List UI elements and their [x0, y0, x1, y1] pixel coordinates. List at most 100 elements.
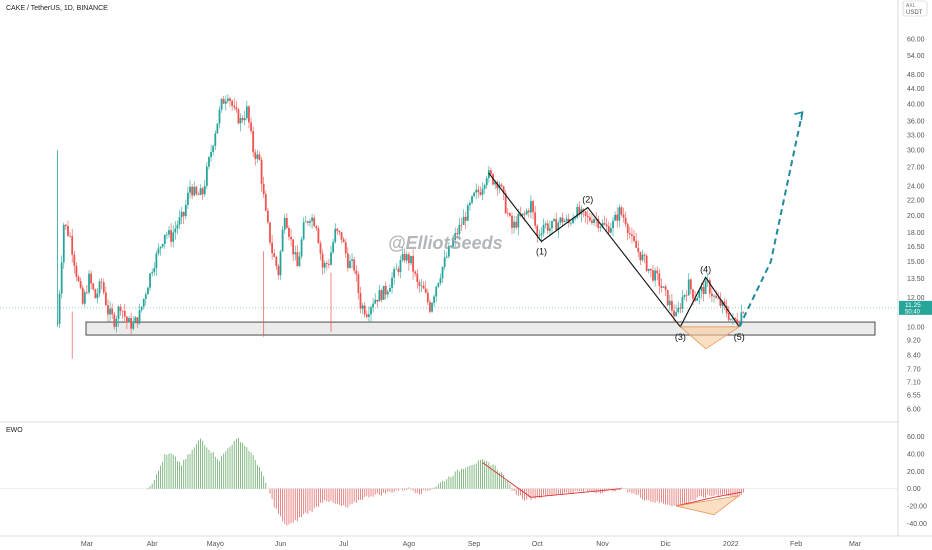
candle-body: [376, 299, 379, 302]
time-axis[interactable]: Mar Abr Mayo Jun Jul Ago Sep Oct Nov Dic 2022 Feb Ma…: [81, 541, 862, 548]
candle-body: [633, 236, 635, 241]
candle-body: [645, 255, 648, 271]
candle-body: [96, 293, 99, 299]
candle-body: [165, 234, 168, 236]
candle-body: [60, 262, 63, 294]
candle-body: [586, 215, 589, 218]
candle-body: [548, 228, 551, 231]
candle-body: [729, 318, 732, 320]
candle-body: [283, 217, 286, 230]
candle-body: [450, 246, 452, 247]
candle-body: [313, 217, 316, 227]
candle-body: [692, 289, 694, 299]
candle-body: [161, 244, 164, 247]
candle-body: [588, 217, 591, 221]
candle-body: [668, 300, 671, 306]
candle-body: [736, 319, 739, 324]
price-tick-label: 24.00: [907, 184, 925, 191]
candle-body: [601, 223, 604, 227]
candle-body: [147, 287, 149, 295]
candle-body: [117, 306, 120, 319]
candle-body: [475, 189, 478, 193]
candle-body: [702, 286, 705, 294]
candle-body: [435, 286, 438, 297]
candle-body: [649, 268, 652, 271]
axis-unit-badge[interactable]: AXL USDT: [902, 0, 928, 17]
elliott-wave-count[interactable]: (1) (2) (3) (4) (5): [488, 111, 804, 350]
candle-body: [662, 286, 665, 288]
candle-body: [157, 248, 160, 254]
candle-body: [254, 152, 257, 159]
ewo-tick-label: 0.00: [907, 486, 921, 493]
candle-body: [652, 270, 654, 281]
candle-body: [481, 188, 484, 195]
candle-body: [218, 109, 221, 124]
candle-body: [144, 294, 147, 299]
candle-body: [727, 313, 730, 320]
candle-body: [698, 290, 701, 298]
candle-body: [210, 151, 212, 158]
candle-body: [363, 305, 366, 315]
time-tick-label: Jun: [275, 541, 286, 548]
candle-body: [437, 282, 440, 287]
ewo-indicator-label[interactable]: EWO: [6, 427, 23, 434]
candle-body: [405, 254, 408, 261]
candle-body: [81, 287, 84, 304]
candle-body: [504, 193, 507, 214]
candle-body: [359, 293, 362, 309]
candle-body: [290, 236, 292, 240]
ewo-tick-label: 60.00: [907, 434, 925, 441]
candle-body: [576, 206, 579, 218]
time-tick-label: Mar: [81, 541, 94, 548]
candle-body: [420, 285, 423, 287]
ewo-tick-label: -40.00: [907, 521, 927, 528]
last-price-value: 11.25: [905, 302, 921, 309]
ewo-axis[interactable]: 60.00 40.00 20.00 0.00 -20.00 -40.00: [907, 434, 927, 528]
candle-body: [90, 273, 93, 284]
candle-body: [229, 98, 231, 101]
candle-body: [332, 242, 335, 253]
candle-body: [346, 253, 349, 268]
candle-body: [458, 224, 461, 235]
candle-body: [584, 211, 587, 216]
candle-body: [138, 310, 141, 324]
candle-body: [570, 222, 572, 224]
candle-body: [67, 226, 69, 236]
support-zone[interactable]: [85, 321, 876, 336]
price-tick-label: 13.50: [907, 276, 925, 283]
candle-body: [357, 274, 360, 294]
candle-body: [614, 214, 617, 221]
candle-body: [689, 279, 692, 290]
candle-body: [195, 186, 198, 195]
candle-body: [622, 214, 625, 218]
candle-body: [134, 317, 137, 324]
candle-body: [279, 251, 282, 276]
candle-body: [694, 298, 696, 301]
price-axis[interactable]: 60.00 54.00 48.00 44.00 40.00 36.00 33.00 30.00…: [907, 36, 925, 413]
candle-body: [334, 228, 337, 243]
candle-body: [260, 159, 263, 184]
candle-body: [180, 211, 183, 218]
candle-body: [319, 243, 322, 254]
time-tick-label: Ago: [403, 541, 416, 548]
candle-body: [679, 307, 682, 309]
candle-body: [203, 185, 206, 195]
ewo-divergence-line: [482, 462, 532, 498]
candle-body: [469, 202, 471, 206]
candle-body: [235, 107, 238, 110]
time-tick-label: Mayo: [207, 541, 224, 548]
candle-body: [410, 255, 412, 264]
candle-body: [250, 122, 252, 132]
candle-body: [441, 266, 444, 279]
candle-body: [422, 285, 425, 289]
candle-body: [73, 254, 76, 266]
candle-body: [193, 186, 196, 196]
wave-label: (3): [675, 332, 686, 342]
candle-body: [163, 234, 166, 245]
candle-body: [71, 236, 74, 255]
candle-body: [170, 230, 172, 242]
candle-body: [452, 239, 454, 247]
price-tick-label: 27.00: [907, 165, 925, 172]
candle-body: [563, 220, 566, 223]
